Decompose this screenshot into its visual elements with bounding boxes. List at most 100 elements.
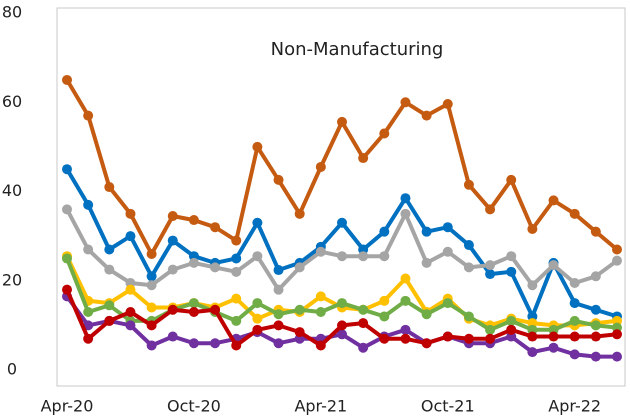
data-point [188,298,199,309]
y-tick-label: 60 [2,92,22,111]
data-point [527,223,538,234]
y-tick-label: 40 [2,181,22,200]
data-point [83,244,94,255]
y-tick-label: 80 [2,3,22,22]
data-point [379,251,390,262]
data-point [358,342,369,353]
data-point [146,248,157,259]
data-point [337,320,347,331]
data-point [527,331,538,342]
data-point [442,331,453,342]
data-point [463,179,474,190]
x-tick-label: Oct-20 [167,397,221,416]
data-point [358,251,369,262]
data-point [358,318,369,329]
data-point [506,251,517,262]
data-point [315,291,326,302]
data-point [62,74,72,85]
data-point [358,304,369,315]
data-point [83,199,94,210]
data-point [210,222,221,233]
data-point [569,208,580,219]
data-point [252,141,263,152]
data-point [315,340,326,351]
data-point [210,304,221,315]
data-point [231,293,242,304]
data-point [337,298,347,309]
data-point [612,244,622,255]
data-point [125,284,136,295]
data-point [188,257,199,268]
data-point [337,329,347,340]
data-point [400,193,411,204]
data-point [315,246,326,257]
data-point [569,349,580,360]
data-point [379,311,390,322]
data-point [167,264,178,275]
data-point [125,231,136,242]
data-point [273,338,284,349]
data-point [506,324,517,335]
data-point [548,342,559,353]
data-point [485,260,496,271]
data-point [569,277,580,288]
data-point [188,215,199,226]
data-point [485,333,496,344]
data-point [590,351,601,362]
data-point [337,116,347,127]
data-point [104,315,115,326]
data-point [62,204,72,215]
x-tick-label: Apr-20 [41,397,94,416]
data-point [231,253,242,264]
data-point [400,324,411,335]
data-point [400,333,411,344]
data-point [210,338,221,349]
data-point [379,128,390,139]
data-point [485,269,496,280]
data-point [231,340,242,351]
data-point [83,333,94,344]
data-point [231,315,242,326]
data-point [527,347,538,358]
data-point [485,204,496,215]
data-point [104,264,115,275]
data-point [125,306,136,317]
data-point [252,217,263,228]
data-point [590,304,601,315]
data-point [62,284,72,295]
data-point [379,295,390,306]
data-point [146,271,157,282]
data-point [62,164,72,175]
data-point [527,280,538,291]
data-point [612,351,622,362]
data-point [548,195,559,206]
data-point [400,97,411,108]
data-point [590,271,601,282]
data-point [104,300,115,311]
data-point [400,295,411,306]
data-point [337,251,347,262]
data-point [167,304,178,315]
data-point [548,260,559,271]
data-point [590,226,601,237]
data-point [506,266,517,277]
data-point [463,311,474,322]
data-point [210,262,221,273]
data-point [506,315,517,326]
x-tick-label: Oct-21 [421,397,475,416]
data-point [294,304,305,315]
data-point [294,208,305,219]
data-point [146,340,157,351]
data-point [379,333,390,344]
data-point [400,273,411,284]
data-point [273,309,284,320]
data-point [273,284,284,295]
data-point [421,309,432,320]
data-point [612,255,622,266]
data-point [252,298,263,309]
data-point [167,211,178,222]
data-point [294,262,305,273]
data-point [506,174,517,185]
data-point [442,99,453,110]
chart-title: Non-Manufacturing [271,39,444,60]
